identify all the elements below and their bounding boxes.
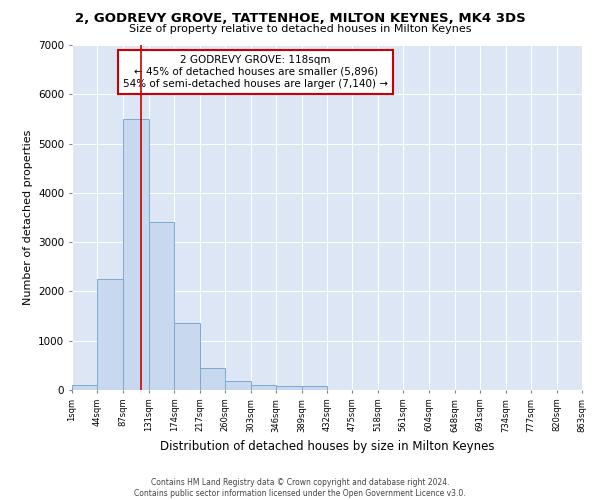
Bar bbox=[302, 386, 327, 390]
Bar bbox=[175, 324, 200, 390]
Bar bbox=[225, 382, 251, 390]
Text: 2 GODREVY GROVE: 118sqm
← 45% of detached houses are smaller (5,896)
54% of semi: 2 GODREVY GROVE: 118sqm ← 45% of detache… bbox=[123, 56, 388, 88]
Bar bbox=[200, 368, 225, 390]
Y-axis label: Number of detached properties: Number of detached properties bbox=[23, 130, 32, 305]
Text: 2, GODREVY GROVE, TATTENHOE, MILTON KEYNES, MK4 3DS: 2, GODREVY GROVE, TATTENHOE, MILTON KEYN… bbox=[74, 12, 526, 26]
Bar bbox=[276, 386, 302, 390]
Bar bbox=[149, 222, 175, 390]
Text: Contains HM Land Registry data © Crown copyright and database right 2024.
Contai: Contains HM Land Registry data © Crown c… bbox=[134, 478, 466, 498]
Bar bbox=[123, 119, 149, 390]
Bar bbox=[97, 279, 123, 390]
Text: Size of property relative to detached houses in Milton Keynes: Size of property relative to detached ho… bbox=[129, 24, 471, 34]
X-axis label: Distribution of detached houses by size in Milton Keynes: Distribution of detached houses by size … bbox=[160, 440, 494, 453]
Bar bbox=[72, 385, 97, 390]
Bar bbox=[251, 385, 276, 390]
